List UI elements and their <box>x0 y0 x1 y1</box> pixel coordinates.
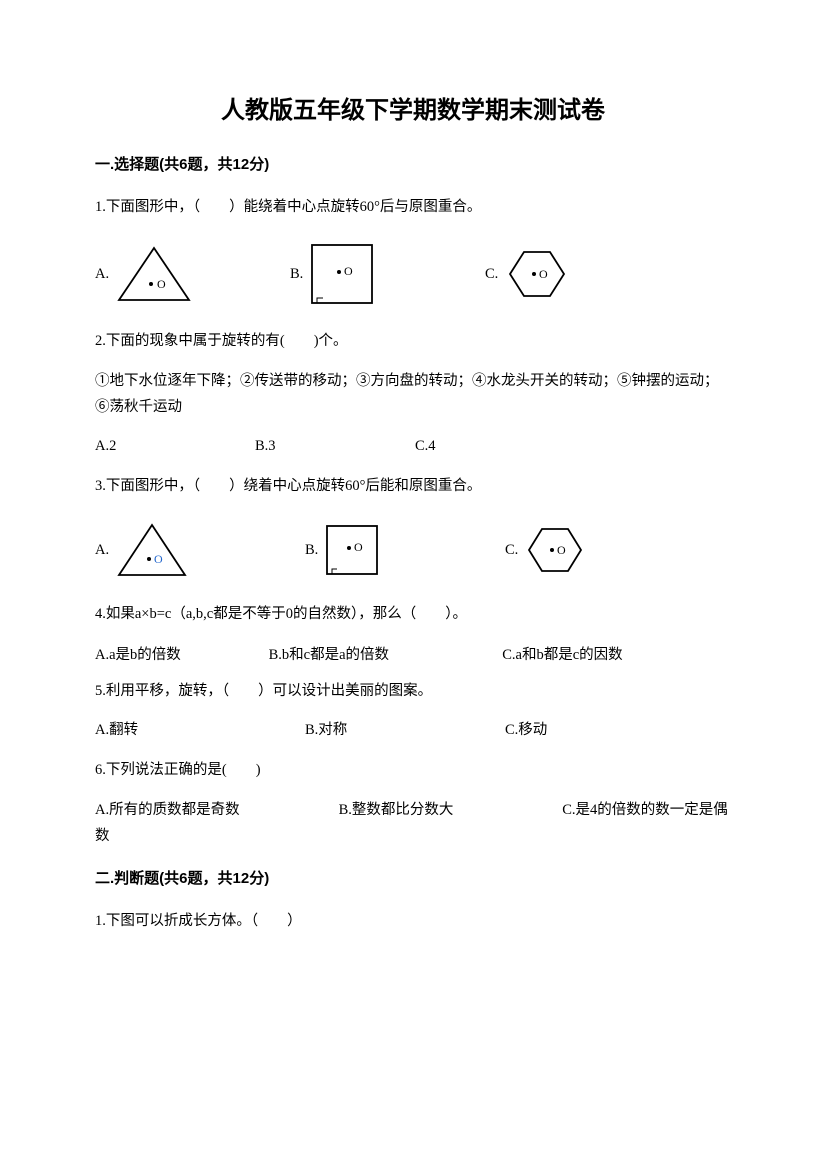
square-shape: O <box>309 242 375 306</box>
q1-optA-label: A. <box>95 266 109 283</box>
svg-text:O: O <box>354 540 363 554</box>
svg-text:O: O <box>557 543 566 557</box>
q4-optA: A.a是b的倍数 <box>95 642 265 668</box>
hexagon-shape-2: O <box>524 524 586 576</box>
q3-optB-label: B. <box>305 542 318 559</box>
q6-optB: B.整数都比分数大 <box>339 797 559 823</box>
q4-text: 4.如果a×b=c（a,b,c都是不等于0的自然数），那么（ ）。 <box>95 601 731 627</box>
q6-optA: A.所有的质数都是奇数 <box>95 797 335 823</box>
q1-optC-label: C. <box>485 266 498 283</box>
svg-text:O: O <box>344 264 353 278</box>
q2-text: 2.下面的现象中属于旋转的有( )个。 <box>95 328 731 354</box>
q6-options: A.所有的质数都是奇数 B.整数都比分数大 C.是4的倍数的数一定是偶数 <box>95 797 731 849</box>
square-shape-2: O <box>324 523 380 577</box>
section1-header: 一.选择题(共6题，共12分) <box>95 153 731 174</box>
q3-option-b: B. O <box>305 523 505 577</box>
q2-optC: C.4 <box>415 438 436 455</box>
q6-text: 6.下列说法正确的是( ) <box>95 757 731 783</box>
section2-header: 二.判断题(共6题，共12分) <box>95 867 731 888</box>
q3-options: A. O B. O C. O <box>95 521 731 579</box>
q3-text: 3.下面图形中，（ ）绕着中心点旋转60°后能和原图重合。 <box>95 473 731 499</box>
q1-options: A. O B. O C. O <box>95 242 731 306</box>
q5-options: A.翻转 B.对称 C.移动 <box>95 718 731 739</box>
q3-optC-label: C. <box>505 542 518 559</box>
q5-optC: C.移动 <box>505 718 547 739</box>
q4-options: A.a是b的倍数 B.b和c都是a的倍数 C.a和b都是c的因数 <box>95 642 731 668</box>
q4-optC: C.a和b都是c的因数 <box>502 647 622 663</box>
q2-options: A.2 B.3 C.4 <box>95 438 731 455</box>
svg-text:O: O <box>154 552 163 566</box>
q5-optA: A.翻转 <box>95 718 305 739</box>
triangle-shape-2: O <box>115 521 189 579</box>
q2-desc: ①地下水位逐年下降；②传送带的移动；③方向盘的转动；④水龙头开关的转动；⑤钟摆的… <box>95 368 731 420</box>
q2-optA: A.2 <box>95 438 255 455</box>
q1-optB-label: B. <box>290 266 303 283</box>
s2-q1-text: 1.下图可以折成长方体。（ ） <box>95 908 731 934</box>
q1-option-b: B. O <box>290 242 485 306</box>
q4-optB: B.b和c都是a的倍数 <box>269 642 499 668</box>
svg-text:O: O <box>157 277 166 291</box>
svg-text:O: O <box>539 267 548 281</box>
hexagon-shape: O <box>504 246 570 302</box>
q3-optA-label: A. <box>95 542 109 559</box>
q1-text: 1.下面图形中，（ ）能绕着中心点旋转60°后与原图重合。 <box>95 194 731 220</box>
q1-option-c: C. O <box>485 246 570 302</box>
q1-option-a: A. O <box>95 244 290 304</box>
q5-text: 5.利用平移，旋转，（ ）可以设计出美丽的图案。 <box>95 678 731 704</box>
q5-optB: B.对称 <box>305 718 505 739</box>
q2-optB: B.3 <box>255 438 415 455</box>
q3-option-a: A. O <box>95 521 305 579</box>
page-title: 人教版五年级下学期数学期末测试卷 <box>95 90 731 125</box>
triangle-shape: O <box>115 244 193 304</box>
q3-option-c: C. O <box>505 524 586 576</box>
